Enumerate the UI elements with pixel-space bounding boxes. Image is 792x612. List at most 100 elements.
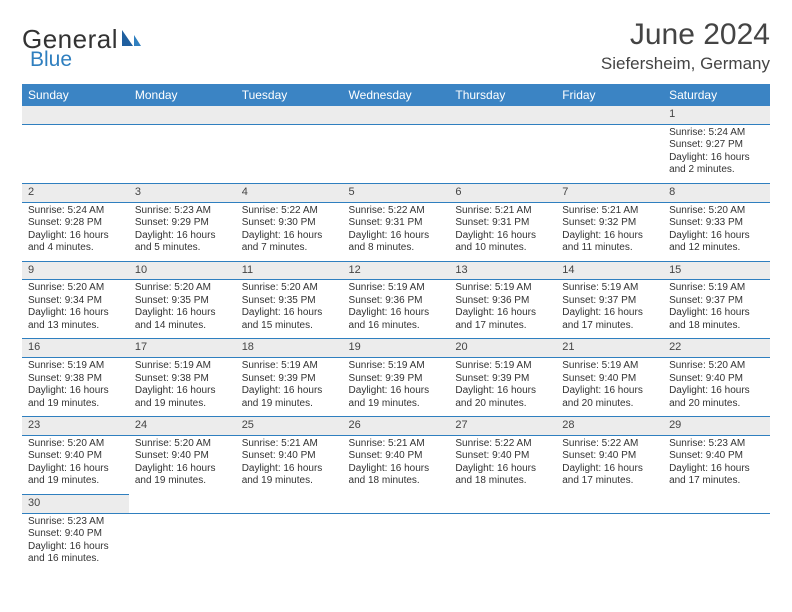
sunrise-text: Sunrise: 5:22 AM [242, 205, 337, 218]
col-wednesday: Wednesday [343, 84, 450, 106]
day-detail-cell: Sunrise: 5:22 AMSunset: 9:40 PMDaylight:… [556, 435, 663, 494]
day-detail-cell [129, 124, 236, 183]
day-number-cell: 3 [129, 183, 236, 202]
col-thursday: Thursday [449, 84, 556, 106]
sunrise-text: Sunrise: 5:23 AM [28, 516, 123, 529]
day-number-cell: 15 [663, 261, 770, 280]
day-detail-cell: Sunrise: 5:19 AMSunset: 9:38 PMDaylight:… [129, 358, 236, 417]
day-number-cell: 23 [22, 417, 129, 436]
day-detail-cell [449, 513, 556, 572]
day-detail-cell: Sunrise: 5:20 AMSunset: 9:35 PMDaylight:… [129, 280, 236, 339]
day-number-cell: 29 [663, 417, 770, 436]
day-detail-cell: Sunrise: 5:20 AMSunset: 9:34 PMDaylight:… [22, 280, 129, 339]
daylight-text: Daylight: 16 hours and 7 minutes. [242, 230, 337, 255]
day-detail-cell: Sunrise: 5:20 AMSunset: 9:40 PMDaylight:… [129, 435, 236, 494]
sunrise-text: Sunrise: 5:20 AM [242, 282, 337, 295]
sunset-text: Sunset: 9:40 PM [562, 450, 657, 463]
day-detail-cell: Sunrise: 5:22 AMSunset: 9:40 PMDaylight:… [449, 435, 556, 494]
location: Siefersheim, Germany [601, 54, 770, 74]
sunrise-text: Sunrise: 5:19 AM [455, 360, 550, 373]
sunrise-text: Sunrise: 5:23 AM [669, 438, 764, 451]
day-detail-cell: Sunrise: 5:21 AMSunset: 9:32 PMDaylight:… [556, 202, 663, 261]
sunrise-text: Sunrise: 5:21 AM [455, 205, 550, 218]
sail-icon [120, 24, 142, 55]
day-number-cell: 4 [236, 183, 343, 202]
col-saturday: Saturday [663, 84, 770, 106]
sunrise-text: Sunrise: 5:20 AM [28, 438, 123, 451]
day-detail-cell: Sunrise: 5:21 AMSunset: 9:40 PMDaylight:… [236, 435, 343, 494]
sunrise-text: Sunrise: 5:22 AM [349, 205, 444, 218]
day-number-cell: 16 [22, 339, 129, 358]
sunset-text: Sunset: 9:27 PM [669, 139, 764, 152]
day-number-cell: 30 [22, 494, 129, 513]
day-detail-cell [556, 124, 663, 183]
sunset-text: Sunset: 9:35 PM [135, 295, 230, 308]
sunrise-text: Sunrise: 5:19 AM [135, 360, 230, 373]
sunset-text: Sunset: 9:32 PM [562, 217, 657, 230]
day-number-cell: 14 [556, 261, 663, 280]
sunset-text: Sunset: 9:31 PM [349, 217, 444, 230]
day-number-cell [556, 494, 663, 513]
day-detail-cell: Sunrise: 5:23 AMSunset: 9:40 PMDaylight:… [663, 435, 770, 494]
daylight-text: Daylight: 16 hours and 5 minutes. [135, 230, 230, 255]
sunrise-text: Sunrise: 5:23 AM [135, 205, 230, 218]
sunset-text: Sunset: 9:30 PM [242, 217, 337, 230]
day-detail-cell: Sunrise: 5:22 AMSunset: 9:31 PMDaylight:… [343, 202, 450, 261]
sunset-text: Sunset: 9:40 PM [455, 450, 550, 463]
sunrise-text: Sunrise: 5:19 AM [349, 282, 444, 295]
sunrise-text: Sunrise: 5:21 AM [562, 205, 657, 218]
day-number-cell [236, 494, 343, 513]
day-number-cell [343, 494, 450, 513]
day-detail-cell: Sunrise: 5:20 AMSunset: 9:40 PMDaylight:… [22, 435, 129, 494]
sunrise-text: Sunrise: 5:20 AM [135, 282, 230, 295]
day-number-cell: 20 [449, 339, 556, 358]
col-monday: Monday [129, 84, 236, 106]
day-detail-cell [129, 513, 236, 572]
sunset-text: Sunset: 9:31 PM [455, 217, 550, 230]
sunset-text: Sunset: 9:36 PM [349, 295, 444, 308]
day-detail-cell: Sunrise: 5:19 AMSunset: 9:38 PMDaylight:… [22, 358, 129, 417]
sunrise-text: Sunrise: 5:19 AM [562, 282, 657, 295]
title-block: June 2024 Siefersheim, Germany [601, 18, 770, 74]
sunset-text: Sunset: 9:37 PM [562, 295, 657, 308]
day-number-cell: 10 [129, 261, 236, 280]
daylight-text: Daylight: 16 hours and 16 minutes. [28, 541, 123, 566]
day-detail-cell: Sunrise: 5:19 AMSunset: 9:36 PMDaylight:… [449, 280, 556, 339]
day-number-cell [236, 106, 343, 124]
day-detail-cell: Sunrise: 5:19 AMSunset: 9:39 PMDaylight:… [343, 358, 450, 417]
day-number-cell: 28 [556, 417, 663, 436]
sunset-text: Sunset: 9:40 PM [562, 373, 657, 386]
daylight-text: Daylight: 16 hours and 19 minutes. [28, 463, 123, 488]
day-detail-cell: Sunrise: 5:20 AMSunset: 9:35 PMDaylight:… [236, 280, 343, 339]
daylight-text: Daylight: 16 hours and 14 minutes. [135, 307, 230, 332]
day-number-cell: 26 [343, 417, 450, 436]
sunrise-text: Sunrise: 5:19 AM [562, 360, 657, 373]
day-number-cell: 2 [22, 183, 129, 202]
daylight-text: Daylight: 16 hours and 11 minutes. [562, 230, 657, 255]
day-number-cell: 19 [343, 339, 450, 358]
sunrise-text: Sunrise: 5:24 AM [28, 205, 123, 218]
sunset-text: Sunset: 9:39 PM [349, 373, 444, 386]
brand-part2: Blue [30, 48, 72, 72]
day-detail-cell: Sunrise: 5:19 AMSunset: 9:37 PMDaylight:… [556, 280, 663, 339]
day-number-cell [663, 494, 770, 513]
daylight-text: Daylight: 16 hours and 16 minutes. [349, 307, 444, 332]
sunrise-text: Sunrise: 5:20 AM [135, 438, 230, 451]
daylight-text: Daylight: 16 hours and 17 minutes. [455, 307, 550, 332]
day-detail-cell: Sunrise: 5:19 AMSunset: 9:39 PMDaylight:… [236, 358, 343, 417]
day-number-cell: 11 [236, 261, 343, 280]
sunset-text: Sunset: 9:36 PM [455, 295, 550, 308]
day-detail-cell [236, 513, 343, 572]
day-number-cell [449, 106, 556, 124]
sunset-text: Sunset: 9:40 PM [669, 373, 764, 386]
sunset-text: Sunset: 9:39 PM [242, 373, 337, 386]
day-number-cell: 17 [129, 339, 236, 358]
sunrise-text: Sunrise: 5:21 AM [242, 438, 337, 451]
month-title: June 2024 [601, 18, 770, 52]
day-detail-cell: Sunrise: 5:19 AMSunset: 9:36 PMDaylight:… [343, 280, 450, 339]
sunrise-text: Sunrise: 5:20 AM [669, 205, 764, 218]
day-number-cell: 27 [449, 417, 556, 436]
day-number-cell: 21 [556, 339, 663, 358]
day-detail-cell [449, 124, 556, 183]
sunset-text: Sunset: 9:35 PM [242, 295, 337, 308]
